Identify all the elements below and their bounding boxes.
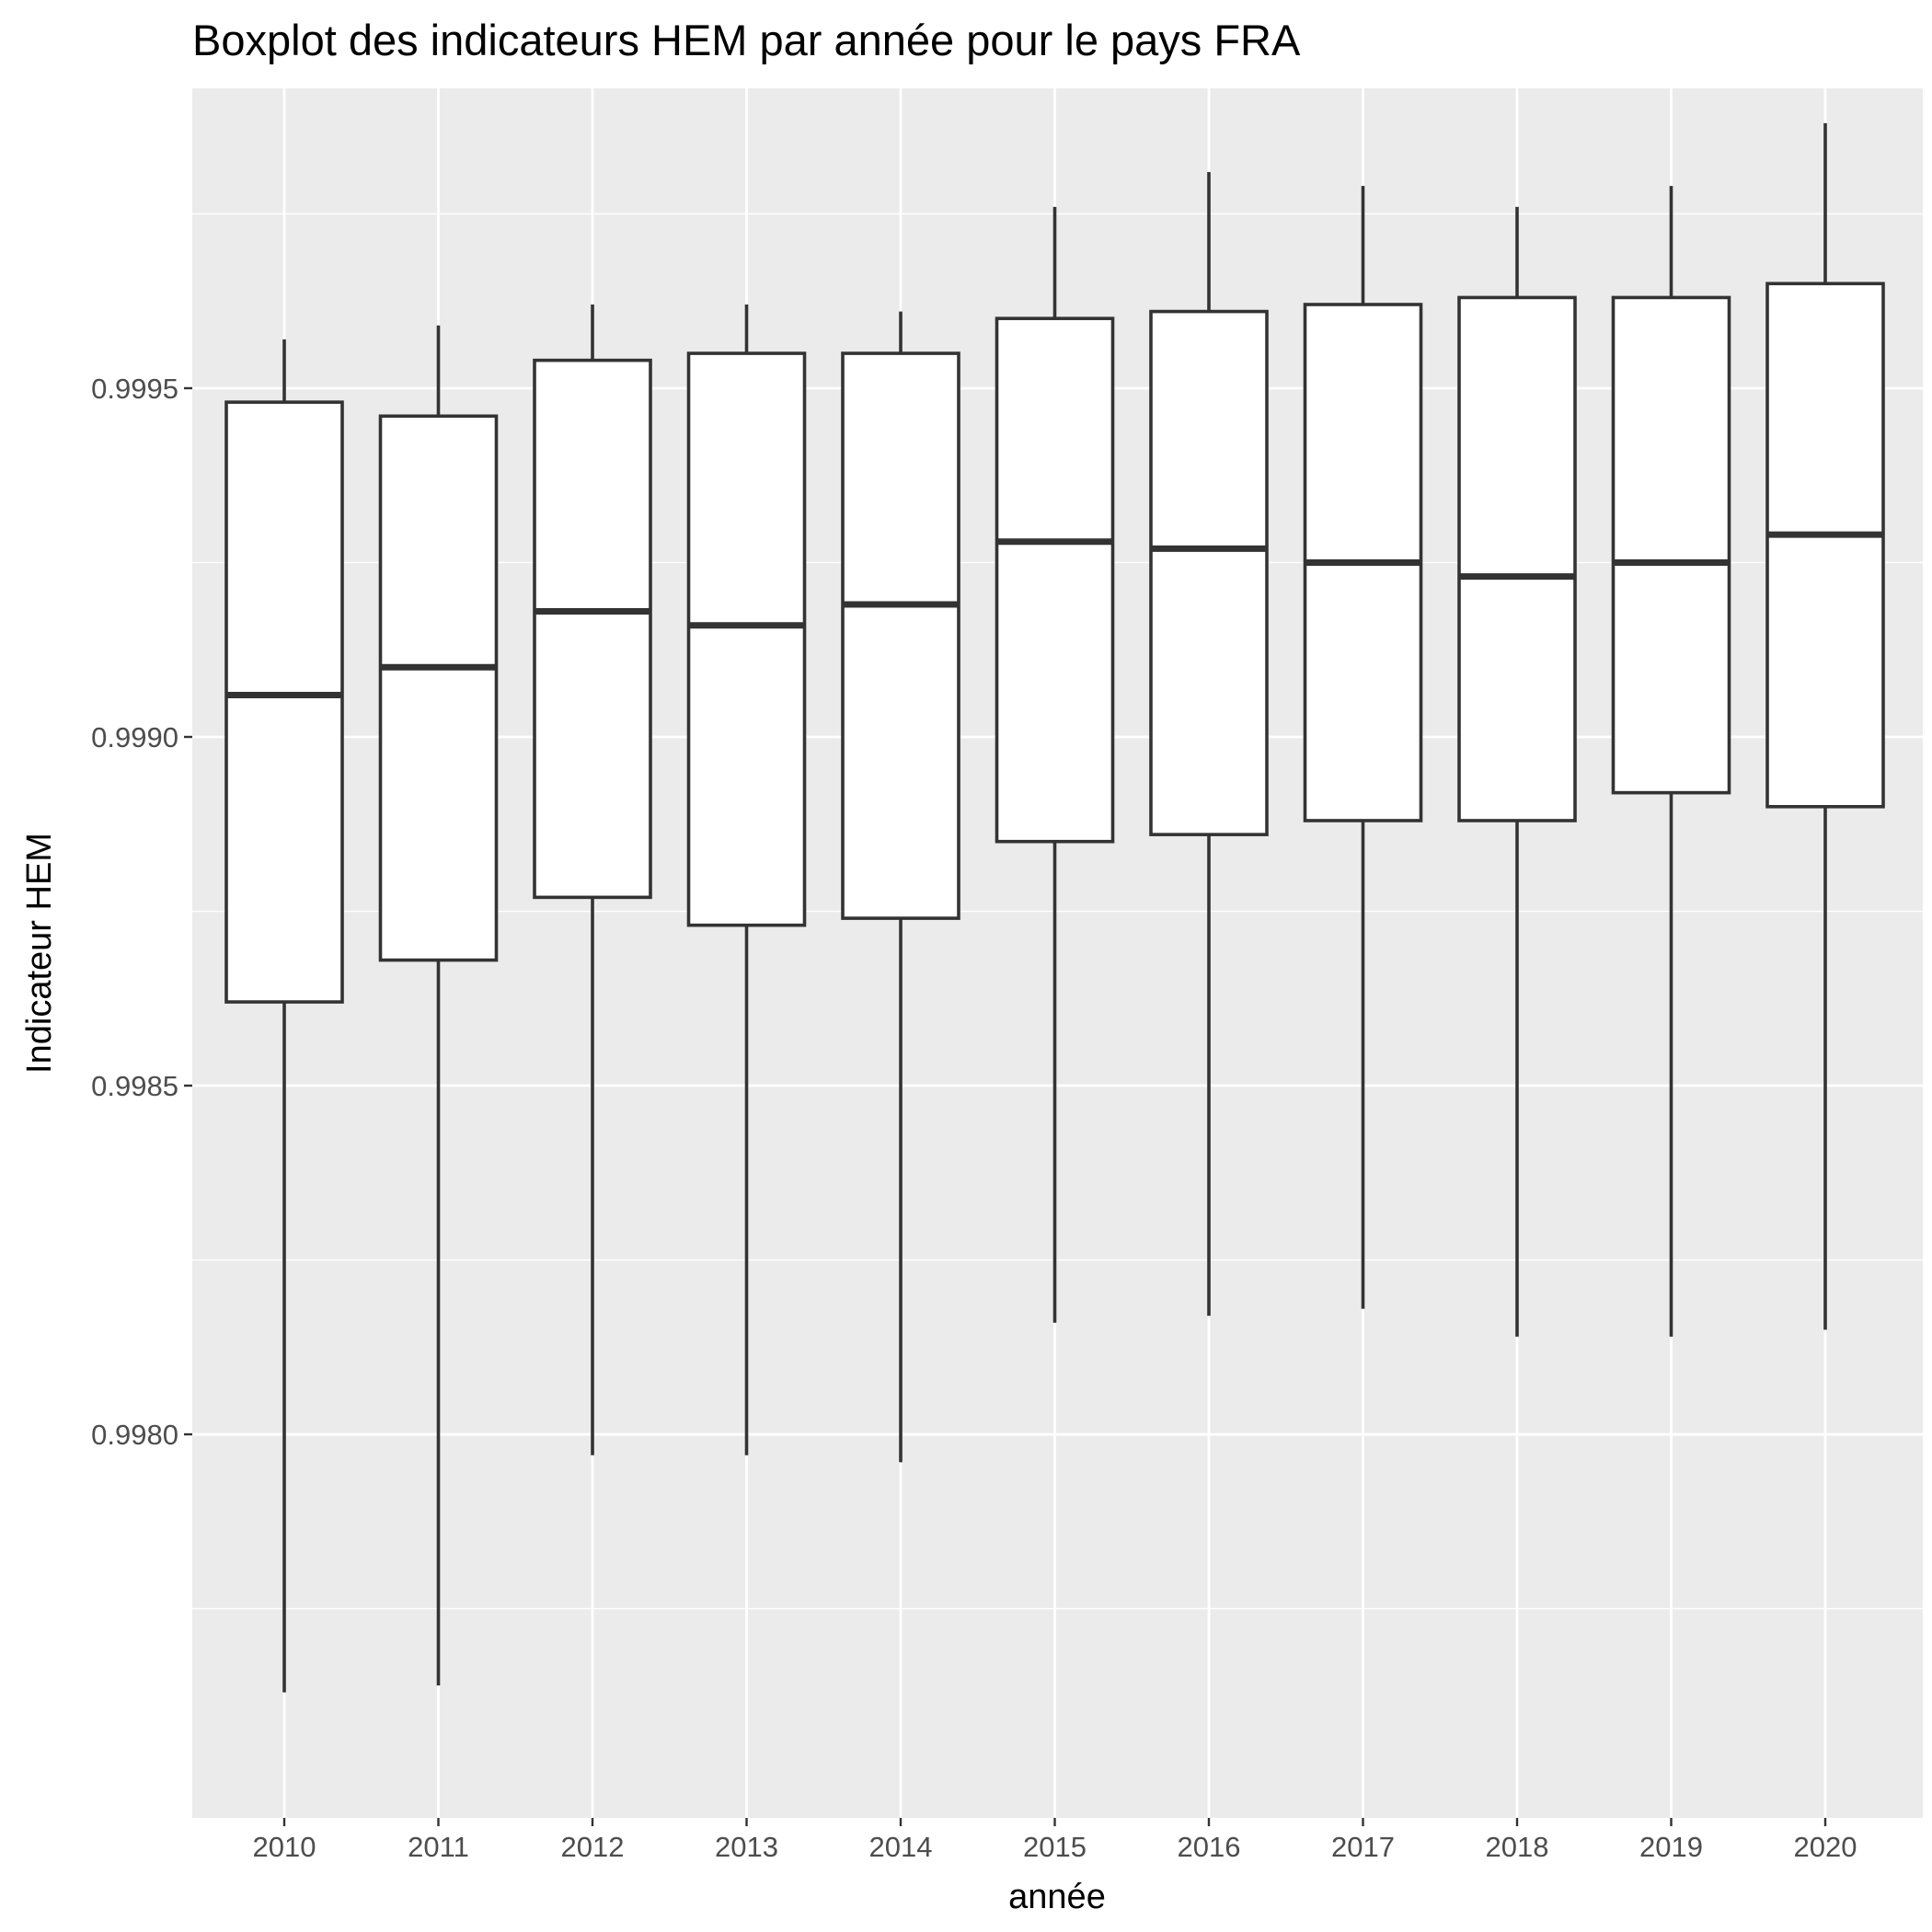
box-body [1765,282,1885,809]
box-body [1457,295,1577,822]
box-body [1149,309,1269,836]
box-body [686,351,807,927]
box-2018 [1457,206,1577,1337]
x-tick-label: 2016 [1178,1831,1241,1863]
boxplot-series [224,122,1885,1693]
x-tick-label: 2010 [253,1831,316,1863]
box-2012 [533,305,652,1455]
x-tick-label: 2015 [1023,1831,1087,1863]
x-tick-label: 2018 [1486,1831,1549,1863]
box-2013 [686,305,807,1455]
box-2015 [995,206,1115,1323]
y-axis-tick-labels: 0.9980 0.9985 0.9990 0.9995 [91,373,178,1451]
axis-ticks [184,386,1827,1826]
x-tick-label: 2017 [1331,1831,1395,1863]
x-tick-label: 2019 [1639,1831,1703,1863]
y-tick-label: 0.9990 [91,721,178,753]
box-body [841,351,960,920]
y-axis-title: Indicateur HEM [20,833,59,1074]
x-tick-label: 2020 [1794,1831,1857,1863]
box-body [995,316,1115,844]
box-body [224,400,344,1004]
y-tick-label: 0.9995 [91,373,178,405]
box-2019 [1611,186,1731,1337]
box-body [1611,295,1731,795]
box-2011 [378,325,499,1685]
x-tick-label: 2012 [561,1831,625,1863]
box-2017 [1303,186,1423,1309]
box-2010 [224,339,344,1693]
box-body [378,414,499,962]
x-axis-tick-labels: 2010 2011 2012 2013 2014 2015 2016 2017 2018 2019… [253,1831,1857,1863]
x-tick-label: 2011 [408,1831,469,1863]
x-tick-label: 2014 [869,1831,933,1863]
box-2020 [1765,122,1885,1330]
box-2014 [841,311,960,1463]
box-2016 [1149,171,1269,1317]
box-body [533,358,652,900]
chart-title: Boxplot des indicateurs HEM par année po… [192,16,1301,64]
y-tick-label: 0.9980 [91,1419,178,1451]
y-tick-label: 0.9985 [91,1070,178,1102]
x-axis-title: année [1008,1878,1106,1916]
x-tick-label: 2013 [715,1831,778,1863]
